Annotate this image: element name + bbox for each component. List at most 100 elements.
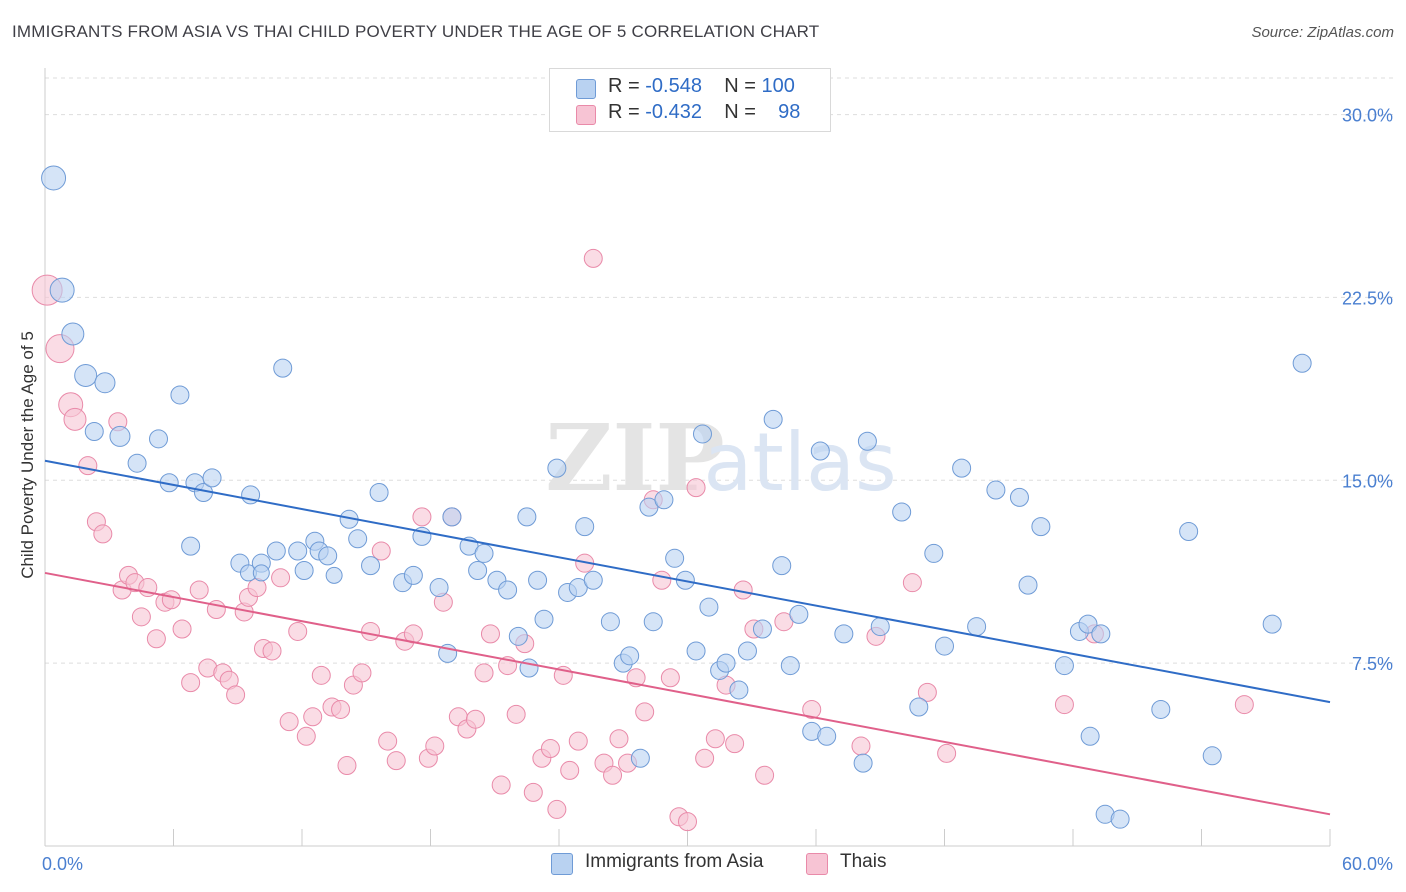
data-point-asia <box>643 612 663 632</box>
data-point-asia <box>952 458 972 478</box>
data-point-asia <box>1292 353 1312 373</box>
data-point-thais <box>678 812 697 832</box>
data-point-thais <box>1234 695 1254 715</box>
tick-labels: 7.5% 15.0% 22.5% 30.0% 0.0% 60.0% <box>42 106 1393 874</box>
data-point-thais <box>63 407 87 431</box>
data-point-asia <box>716 653 736 673</box>
data-point-asia <box>149 429 169 449</box>
data-point-asia <box>547 458 567 478</box>
data-point-asia <box>752 619 772 639</box>
y-axis-label: Child Poverty Under the Age of 5 <box>18 331 37 579</box>
data-point-thais <box>465 709 485 729</box>
data-point-asia <box>517 507 537 527</box>
data-point-asia <box>273 358 293 378</box>
data-point-asia <box>729 680 749 700</box>
data-point-asia <box>49 277 75 303</box>
data-point-thais <box>181 673 201 693</box>
data-point-thais <box>474 663 494 683</box>
data-point-asia <box>181 536 201 556</box>
data-point-asia <box>429 578 449 598</box>
data-point-thais <box>695 748 715 768</box>
data-point-thais <box>378 731 398 751</box>
data-point-thais <box>652 570 672 590</box>
data-point-asia <box>654 490 674 510</box>
legend-n-value-thais: 98 <box>778 101 801 123</box>
data-point-asia <box>630 748 650 768</box>
data-point-asia <box>403 565 423 585</box>
legend-n-value-asia: 100 <box>761 75 795 97</box>
data-point-asia <box>170 385 190 405</box>
data-point-asia <box>583 570 603 590</box>
data-point-asia <box>84 422 104 442</box>
data-point-asia <box>600 612 620 632</box>
data-point-thais <box>161 590 181 610</box>
trend-line-thais <box>44 571 1331 816</box>
data-point-thais <box>802 699 822 719</box>
legend-label-asia: Immigrants from Asia <box>585 851 764 872</box>
data-point-asia <box>935 636 954 656</box>
data-point-thais <box>189 580 209 600</box>
data-point-asia <box>252 564 270 582</box>
watermark: ZIP atlas <box>545 404 896 512</box>
data-point-asia <box>1078 614 1098 634</box>
source-label: Source: ZipAtlas.com <box>1251 24 1394 41</box>
data-point-asia <box>789 604 809 624</box>
data-point-thais <box>386 751 406 771</box>
axes <box>44 68 1331 847</box>
data-point-asia <box>620 646 640 666</box>
y-tick-label: 15.0% <box>1342 471 1393 491</box>
data-point-asia <box>474 543 494 563</box>
trend-line-asia <box>44 459 1331 704</box>
data-point-thais <box>226 685 246 705</box>
data-point-thais <box>247 578 267 598</box>
data-point-asia <box>1018 575 1038 595</box>
data-point-thais <box>755 765 775 785</box>
data-point-thais <box>609 729 629 749</box>
data-point-thais <box>93 524 113 544</box>
data-point-asia <box>737 641 757 661</box>
data-point-asia <box>575 517 595 537</box>
data-point-asia <box>810 441 830 461</box>
legend-swatch-asia <box>551 853 573 875</box>
data-point-thais <box>412 507 432 527</box>
data-point-asia <box>834 624 854 644</box>
data-point-thais <box>352 663 372 683</box>
data-point-thais <box>560 760 580 780</box>
data-point-asia <box>699 597 719 617</box>
data-point-asia <box>1031 517 1051 537</box>
data-point-thais <box>131 607 151 627</box>
legend-r-value-thais: -0.432 <box>645 101 702 123</box>
data-point-asia <box>772 556 792 576</box>
data-point-asia <box>369 482 389 502</box>
data-point-asia <box>61 322 85 346</box>
data-point-asia <box>498 580 518 600</box>
data-point-thais <box>568 731 588 751</box>
data-point-thais <box>337 756 357 776</box>
data-point-asia <box>41 165 67 191</box>
data-point-asia <box>853 753 873 773</box>
data-point-thais <box>491 775 511 795</box>
data-point-thais <box>540 738 560 758</box>
data-point-asia <box>361 556 381 576</box>
data-point-asia <box>94 372 116 394</box>
data-point-asia <box>294 560 314 580</box>
data-point-thais <box>660 668 680 688</box>
data-point-thais <box>635 702 655 722</box>
data-point-asia <box>870 617 890 637</box>
legend-swatch-thais <box>806 853 828 875</box>
data-point-thais <box>172 619 192 639</box>
data-point-asia <box>1054 656 1074 676</box>
data-point-thais <box>523 782 543 802</box>
data-point-asia <box>325 566 343 584</box>
data-point-asia <box>74 363 98 387</box>
legend-r-label: R = <box>608 101 646 123</box>
legend-n-label: N = <box>724 101 762 123</box>
data-point-asia <box>857 431 877 451</box>
data-point-thais <box>311 665 331 685</box>
data-point-asia <box>202 468 222 488</box>
x-tick-label: 60.0% <box>1342 854 1393 874</box>
data-point-asia <box>348 529 368 549</box>
data-point-asia <box>763 409 783 429</box>
data-point-thais <box>725 734 745 754</box>
